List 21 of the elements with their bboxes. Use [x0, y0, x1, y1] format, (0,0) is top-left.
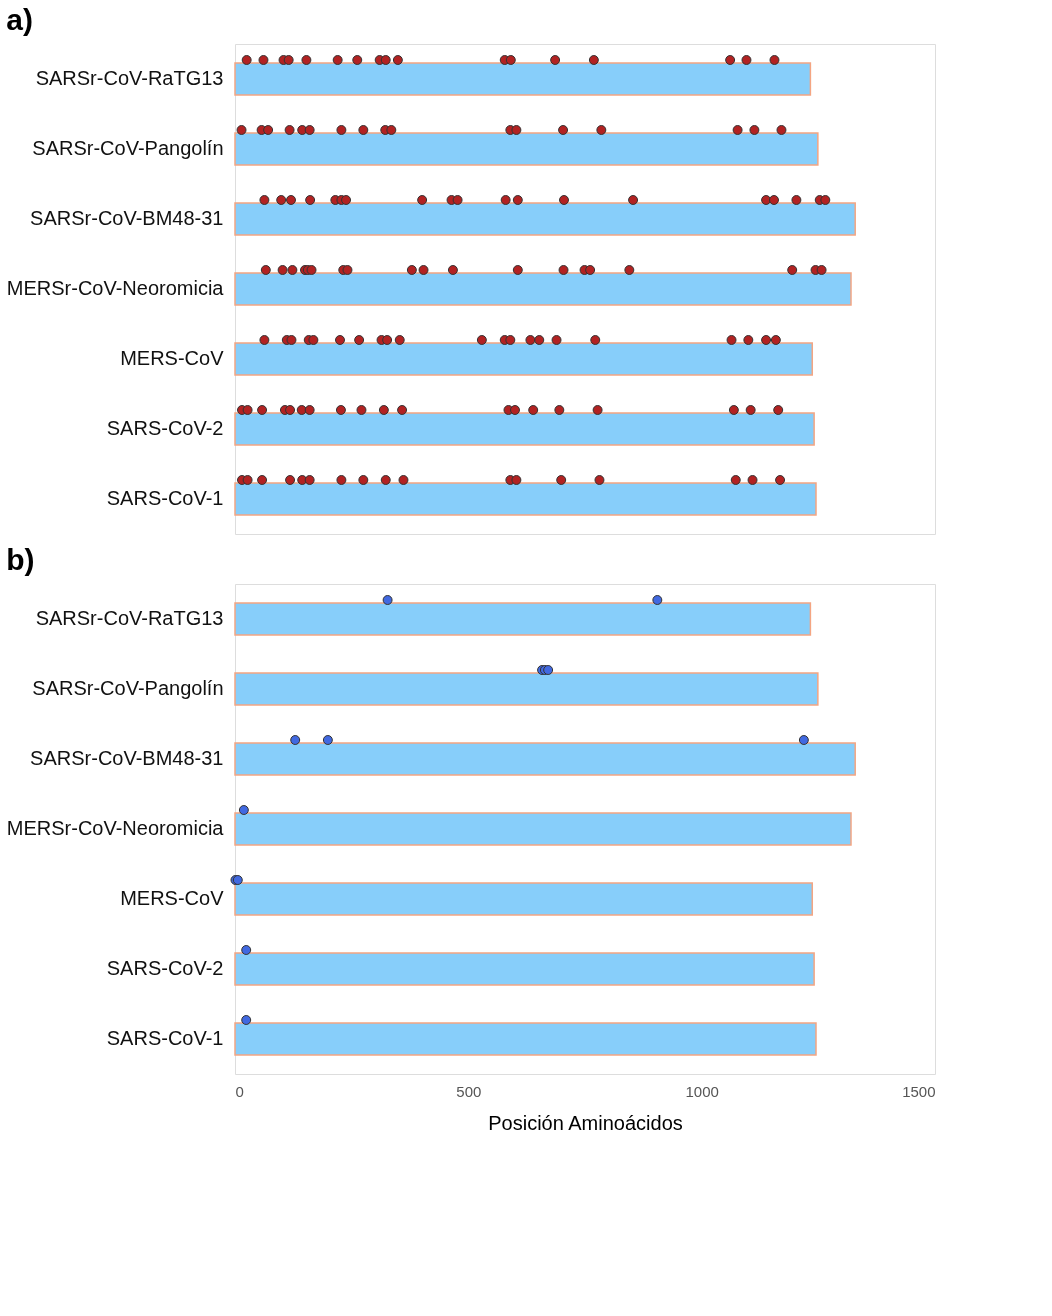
x-axis-title: Posición Aminoácidos — [488, 1111, 683, 1134]
chart-title: b) — [6, 543, 35, 576]
chart-title: a) — [6, 3, 33, 36]
y-tick-label: SARS-CoV-1 — [106, 487, 224, 509]
x-tick-label: 500 — [456, 1082, 482, 1100]
y-tick-label: SARSr-CoV-RaTG13 — [35, 607, 224, 629]
x-tick-label: 1500 — [902, 1082, 936, 1100]
y-tick-label: MERS-CoV — [120, 347, 225, 369]
y-tick-label: MERS-CoV — [120, 887, 225, 909]
x-tick-label: 1000 — [685, 1082, 719, 1100]
y-tick-label: SARSr-CoV-Pangolín — [32, 677, 224, 699]
y-tick-label: MERSr-CoV-Neoromicia — [6, 277, 225, 299]
y-tick-label: SARS-CoV-1 — [106, 1027, 224, 1049]
y-tick-label: MERSr-CoV-Neoromicia — [6, 817, 225, 839]
y-tick-label: SARS-CoV-2 — [106, 957, 224, 979]
x-tick-label: 0 — [235, 1082, 244, 1100]
y-tick-label: SARSr-CoV-Pangolín — [32, 137, 224, 159]
y-tick-label: SARSr-CoV-RaTG13 — [35, 67, 224, 89]
y-tick-label: SARSr-CoV-BM48-31 — [30, 207, 224, 229]
y-tick-label: SARS-CoV-2 — [106, 417, 224, 439]
y-tick-label: SARSr-CoV-BM48-31 — [30, 747, 224, 769]
